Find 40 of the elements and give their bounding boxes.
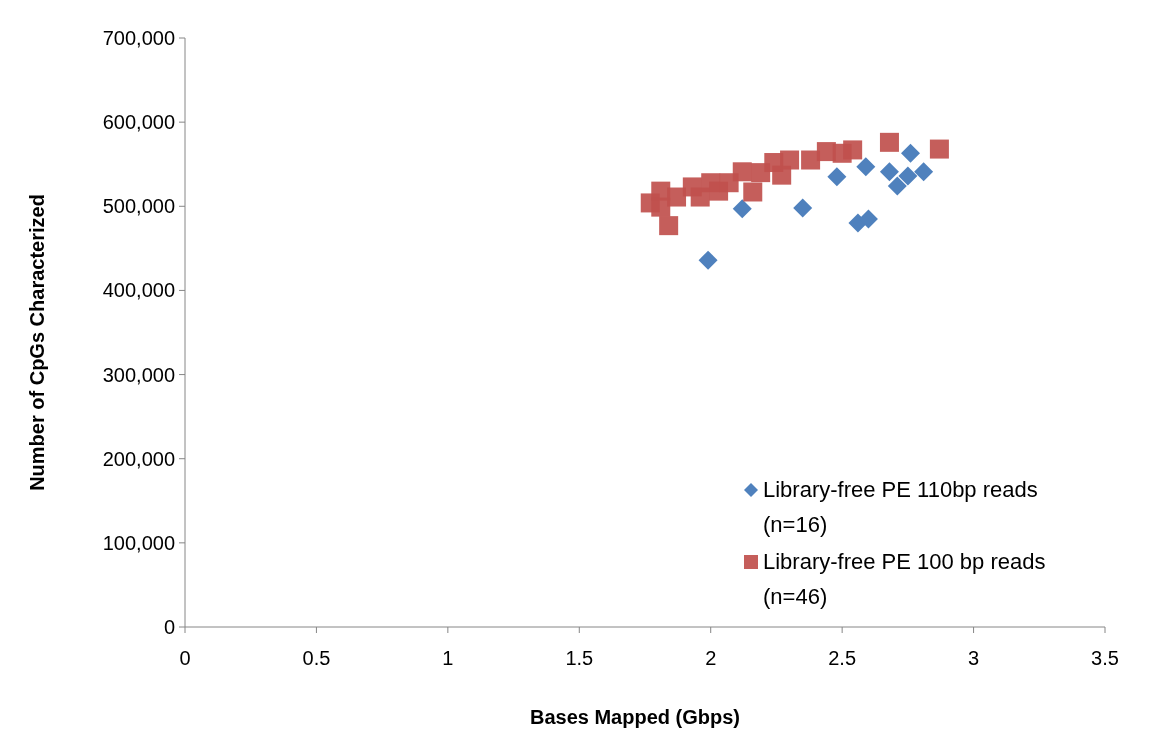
y-tick-label: 100,000 bbox=[102, 531, 175, 554]
y-tick-label: 500,000 bbox=[102, 195, 175, 218]
x-tick-label: 2 bbox=[705, 647, 717, 669]
y-tick-label: 200,000 bbox=[102, 447, 175, 470]
point bbox=[667, 187, 687, 207]
y-tick-label: 700,000 bbox=[102, 27, 175, 49]
x-tick-label: 3.5 bbox=[1091, 647, 1119, 669]
point bbox=[879, 132, 899, 152]
y-axis-title: Number of CpGs Characterized bbox=[26, 194, 48, 491]
point bbox=[898, 166, 918, 186]
x-tick-label: 1.5 bbox=[565, 647, 594, 669]
point bbox=[929, 139, 949, 159]
point bbox=[827, 167, 847, 187]
y-tick-label: 400,000 bbox=[102, 279, 175, 302]
point bbox=[732, 162, 752, 182]
point bbox=[743, 182, 763, 202]
point bbox=[793, 198, 813, 218]
legend-label: Library-free PE 110bp reads (n=16) bbox=[763, 477, 1038, 537]
point bbox=[856, 157, 876, 177]
y-tick-label: 300,000 bbox=[102, 363, 175, 386]
y-tick-label: 600,000 bbox=[102, 111, 175, 134]
x-tick-label: 2.5 bbox=[828, 647, 857, 669]
point bbox=[900, 143, 920, 163]
x-tick-label: 0 bbox=[179, 647, 191, 669]
point bbox=[780, 150, 800, 170]
point bbox=[843, 140, 863, 160]
point bbox=[732, 199, 752, 219]
x-axis-title: Bases Mapped (Gbps) bbox=[529, 706, 741, 728]
x-tick-label: 0.5 bbox=[302, 647, 331, 669]
x-tick-label: 1 bbox=[442, 647, 454, 669]
point bbox=[879, 162, 899, 182]
point bbox=[914, 162, 934, 182]
point bbox=[659, 216, 679, 236]
point bbox=[801, 150, 821, 170]
point bbox=[698, 250, 718, 270]
point bbox=[858, 209, 878, 229]
legend-label: Library-free PE 100 bp reads (n=46) bbox=[763, 549, 1046, 609]
y-tick-label: 0 bbox=[163, 616, 175, 638]
x-tick-label: 3 bbox=[968, 647, 980, 669]
point bbox=[887, 176, 907, 196]
